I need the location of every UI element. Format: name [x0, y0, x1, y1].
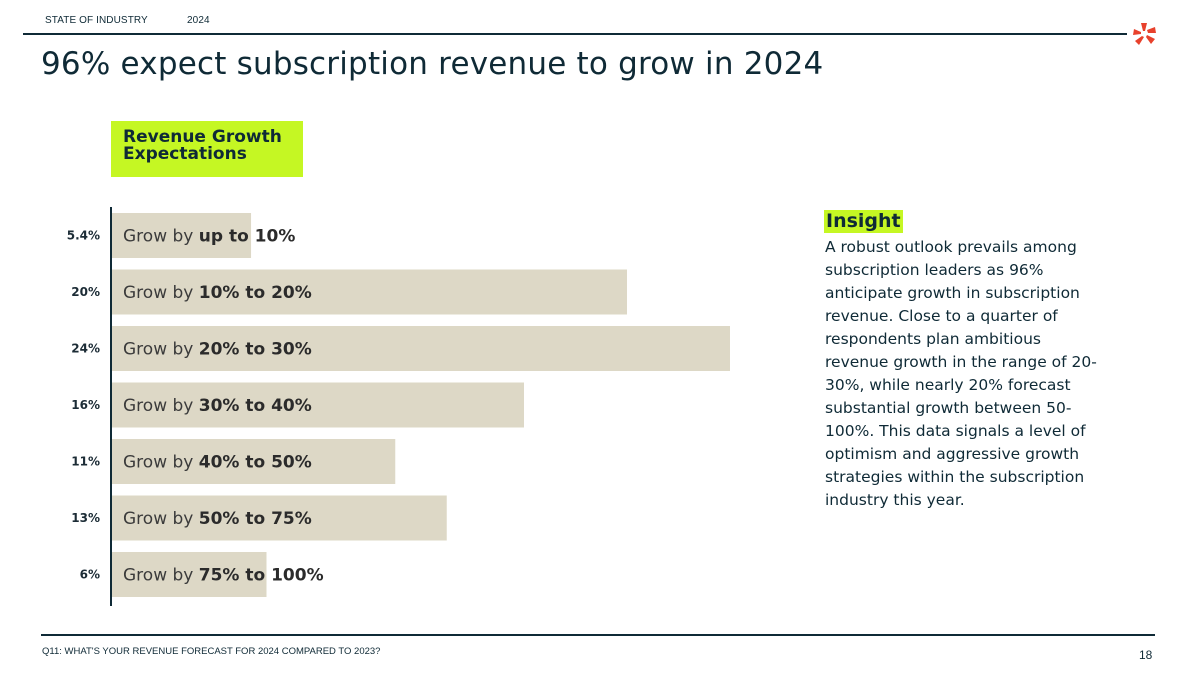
insight-title: Insight	[824, 210, 903, 233]
bar-label: Grow by 10% to 20%	[123, 283, 312, 303]
top-divider	[23, 33, 1127, 35]
revenue-growth-bar-chart: Grow by up to 10% 5.4% Grow by 10% to 20% 2…	[67, 207, 730, 606]
value-label: 16%	[71, 398, 100, 412]
year-label: 2024	[187, 15, 210, 26]
asterisk-logo-icon	[1133, 23, 1156, 45]
bar-label: Grow by 30% to 40%	[123, 396, 312, 416]
bar-label: Grow by up to 10%	[123, 227, 295, 247]
bar	[112, 326, 730, 371]
survey-question: Q11: WHAT'S YOUR REVENUE FORECAST FOR 20…	[42, 646, 381, 657]
insight-text: A robust outlook prevails among subscrip…	[825, 238, 1097, 509]
bar	[112, 439, 396, 484]
bar-label: Grow by 50% to 75%	[123, 509, 312, 529]
value-label: 11%	[71, 455, 100, 469]
section-label: STATE OF INDUSTRY	[45, 15, 148, 26]
bar	[112, 495, 447, 541]
bar-label: Grow by 75% to 100%	[123, 566, 324, 586]
bar	[112, 213, 252, 258]
page-title: 96% expect subscription revenue to grow …	[41, 46, 824, 82]
chart-title-line-1: Revenue Growth	[123, 127, 282, 147]
value-label: 13%	[71, 511, 100, 525]
bar	[112, 552, 267, 597]
bar	[112, 269, 627, 315]
value-label: 5.4%	[67, 229, 100, 243]
page-number: 18	[1139, 648, 1153, 662]
value-label: 20%	[71, 285, 100, 299]
insight-panel: Insight A robust outlook prevails among …	[824, 210, 1100, 512]
chart-title-badge: Revenue Growth Expectations	[111, 121, 303, 177]
chart-title-line-2: Expectations	[123, 144, 247, 164]
value-label: 6%	[80, 568, 100, 582]
bar	[112, 382, 524, 428]
bar-label: Grow by 20% to 30%	[123, 340, 312, 360]
bar-label: Grow by 40% to 50%	[123, 453, 312, 473]
value-label: 24%	[71, 342, 100, 356]
bottom-divider	[41, 634, 1155, 636]
